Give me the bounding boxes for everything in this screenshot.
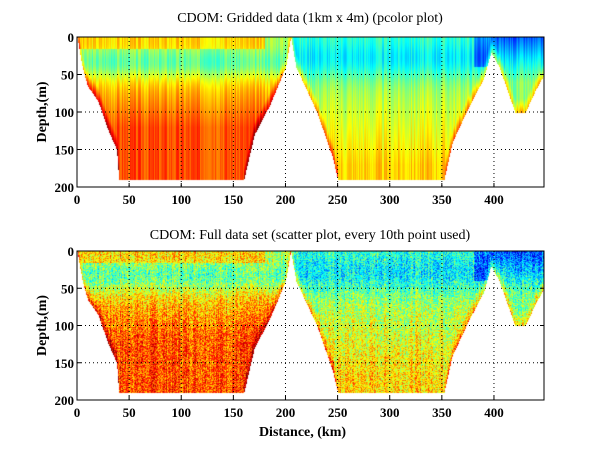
x-tick-label: 300 (380, 192, 400, 207)
y-tick-label: 200 (55, 180, 75, 195)
x-tick-label: 150 (224, 192, 244, 207)
panel-gridded: CDOM: Gridded data (1km x 4m) (pcolor pl… (0, 0, 600, 225)
panel-scatter: CDOM: Full data set (scatter plot, every… (0, 225, 600, 451)
scatter-field (77, 251, 544, 400)
y-tick-label: 0 (68, 244, 75, 259)
chart-title: CDOM: Full data set (scatter plot, every… (149, 228, 471, 243)
y-tick-label: 100 (55, 105, 75, 120)
y-tick-label: 50 (61, 68, 74, 83)
y-axis-label: Depth,(m) (35, 295, 50, 356)
x-tick-label: 200 (276, 192, 296, 207)
y-tick-label: 150 (55, 356, 75, 371)
x-tick-label: 100 (171, 405, 191, 420)
x-tick-label: 250 (328, 192, 348, 207)
heatmap-field (77, 37, 544, 187)
y-tick-label: 50 (61, 281, 74, 296)
x-tick-label: 200 (276, 405, 296, 420)
x-axis-label: Distance, (km) (259, 425, 346, 440)
y-tick-label: 0 (68, 30, 75, 45)
x-tick-label: 350 (432, 405, 452, 420)
x-tick-label: 50 (123, 405, 136, 420)
chart-title: CDOM: Gridded data (1km x 4m) (pcolor pl… (177, 11, 443, 26)
x-tick-label: 400 (484, 192, 504, 207)
y-tick-label: 150 (55, 143, 75, 158)
x-tick-label: 100 (171, 192, 191, 207)
y-tick-label: 200 (55, 393, 75, 408)
y-tick-label: 100 (55, 319, 75, 334)
x-tick-label: 300 (380, 405, 400, 420)
y-axis-label: Depth,(m) (35, 81, 50, 142)
x-tick-label: 400 (484, 405, 504, 420)
x-tick-label: 0 (74, 192, 81, 207)
x-tick-label: 0 (74, 405, 81, 420)
x-tick-label: 150 (224, 405, 244, 420)
x-tick-label: 350 (432, 192, 452, 207)
x-tick-label: 250 (328, 405, 348, 420)
x-tick-label: 50 (123, 192, 136, 207)
